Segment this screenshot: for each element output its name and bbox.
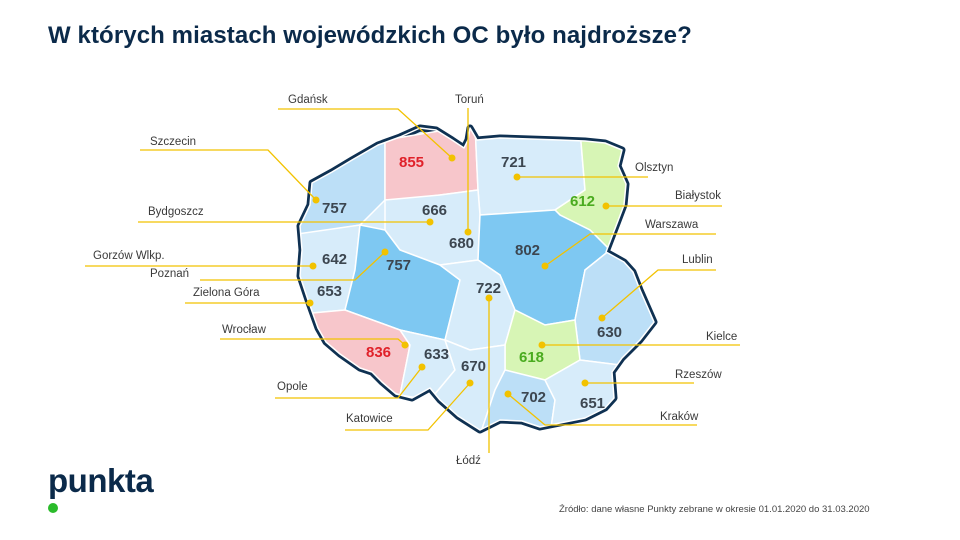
value-warszawa: 802 <box>515 242 540 259</box>
city-label-szczecin: Szczecin <box>150 136 196 148</box>
city-label-olsztyn: Olsztyn <box>635 162 673 174</box>
city-dot-lodz <box>485 294 493 302</box>
city-label-kielce: Kielce <box>706 331 737 343</box>
city-dot-olsztyn <box>513 173 521 181</box>
value-krakow: 702 <box>521 389 546 406</box>
value-torun: 680 <box>449 235 474 252</box>
city-label-lublin: Lublin <box>682 254 713 266</box>
city-label-poznan: Poznań <box>150 268 189 280</box>
city-dot-lublin <box>598 314 606 322</box>
city-label-gorzow: Gorzów Wlkp. <box>93 250 165 262</box>
city-label-bydgoszcz: Bydgoszcz <box>148 206 204 218</box>
city-dot-rzeszow <box>581 379 589 387</box>
city-dot-bydgoszcz <box>426 218 434 226</box>
value-bialystok: 612 <box>570 193 595 210</box>
source-note: Źródło: dane własne Punkty zebrane w okr… <box>559 504 870 515</box>
city-dot-krakow <box>504 390 512 398</box>
value-gdansk: 855 <box>399 154 424 171</box>
logo-dot-icon <box>48 503 58 513</box>
city-label-gdansk: Gdańsk <box>288 94 328 106</box>
region-lubelskie <box>574 249 654 366</box>
city-dot-warszawa <box>541 262 549 270</box>
value-katowice: 670 <box>461 358 486 375</box>
city-dot-katowice <box>466 379 474 387</box>
city-dot-torun <box>464 228 472 236</box>
page-title: W których miastach wojewódzkich OC było … <box>48 22 692 49</box>
city-dot-wroclaw <box>401 341 409 349</box>
city-label-warszawa: Warszawa <box>645 219 699 231</box>
value-kielce: 618 <box>519 349 544 366</box>
value-zielona-gora: 653 <box>317 283 342 300</box>
city-dot-bialystok <box>602 202 610 210</box>
value-gorzow: 642 <box>322 251 347 268</box>
city-dot-szczecin <box>312 196 320 204</box>
value-szczecin: 757 <box>322 200 347 217</box>
city-dot-opole <box>418 363 426 371</box>
value-rzeszow: 651 <box>580 395 605 412</box>
city-dot-gdansk <box>448 154 456 162</box>
value-opole: 633 <box>424 346 449 363</box>
value-lublin: 630 <box>597 324 622 341</box>
value-wroclaw: 836 <box>366 344 391 361</box>
value-bydgoszcz: 666 <box>422 202 447 219</box>
city-label-opole: Opole <box>277 381 308 393</box>
city-label-katowice: Katowice <box>346 413 393 425</box>
city-label-wroclaw: Wrocław <box>222 324 267 336</box>
city-label-lodz: Łódź <box>456 455 481 467</box>
city-dot-poznan <box>381 248 389 256</box>
value-poznan: 757 <box>386 257 411 274</box>
city-dot-kielce <box>538 341 546 349</box>
value-olsztyn: 721 <box>501 154 526 171</box>
leader-lines <box>85 108 740 453</box>
value-lodz: 722 <box>476 280 501 297</box>
city-dot-zielona-gora <box>306 299 314 307</box>
city-dots <box>306 154 610 398</box>
city-dot-gorzow <box>309 262 317 270</box>
city-label-krakow: Kraków <box>660 411 699 423</box>
punkta-logo: punkta <box>48 462 154 499</box>
city-label-bialystok: Białystok <box>675 190 721 202</box>
city-label-torun: Toruń <box>455 94 484 106</box>
city-label-zielona-gora: Zielona Góra <box>193 287 260 299</box>
city-label-rzeszow: Rzeszów <box>675 369 722 381</box>
